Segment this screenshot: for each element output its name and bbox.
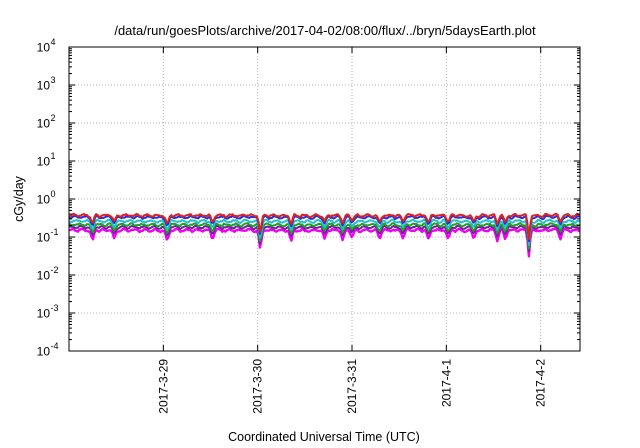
grid (69, 47, 580, 351)
y-tick-exponent: -4 (51, 341, 59, 351)
y-tick-label: 10 (37, 231, 51, 245)
y-tick-label: 10 (37, 269, 51, 283)
y-tick-exponent: -3 (51, 303, 59, 313)
y-tick-label: 10 (37, 345, 51, 359)
y-tick-exponent: 2 (51, 113, 56, 123)
y-tick-exponent: -1 (51, 227, 59, 237)
series-line (69, 212, 581, 241)
series-line (68, 224, 581, 252)
x-tick-label: 2017-4-2 (534, 359, 548, 407)
y-tick-label: 10 (37, 41, 51, 55)
series-group (68, 212, 581, 258)
series-line (68, 218, 581, 246)
y-tick-exponent: 3 (51, 75, 56, 85)
x-tick-label: 2017-3-29 (156, 359, 170, 414)
y-tick-label: 10 (37, 79, 51, 93)
x-axis-label: Coordinated Universal Time (UTC) (228, 430, 420, 444)
x-tick-label: 2017-3-30 (251, 359, 265, 414)
chart-title: /data/run/goesPlots/archive/2017-04-02/0… (114, 23, 536, 38)
y-axis-label: cGy/day (12, 175, 26, 222)
y-tick-label: 10 (37, 117, 51, 131)
y-tick-exponent: -2 (51, 265, 59, 275)
y-tick-label: 10 (37, 307, 51, 321)
y-tick-exponent: 4 (51, 37, 56, 47)
x-axis: 2017-3-29 2017-3-30 2017-3-31 2017-4-1 2017-… (156, 47, 548, 414)
x-tick-label: 2017-4-1 (439, 359, 453, 407)
y-tick-exponent: 1 (51, 151, 56, 161)
x-tick-label: 2017-3-31 (345, 359, 359, 414)
y-tick-exponent: 0 (51, 189, 56, 199)
series-line (68, 222, 581, 250)
y-tick-label: 10 (37, 155, 51, 169)
y-tick-label: 10 (37, 193, 51, 207)
series-line (68, 227, 581, 258)
